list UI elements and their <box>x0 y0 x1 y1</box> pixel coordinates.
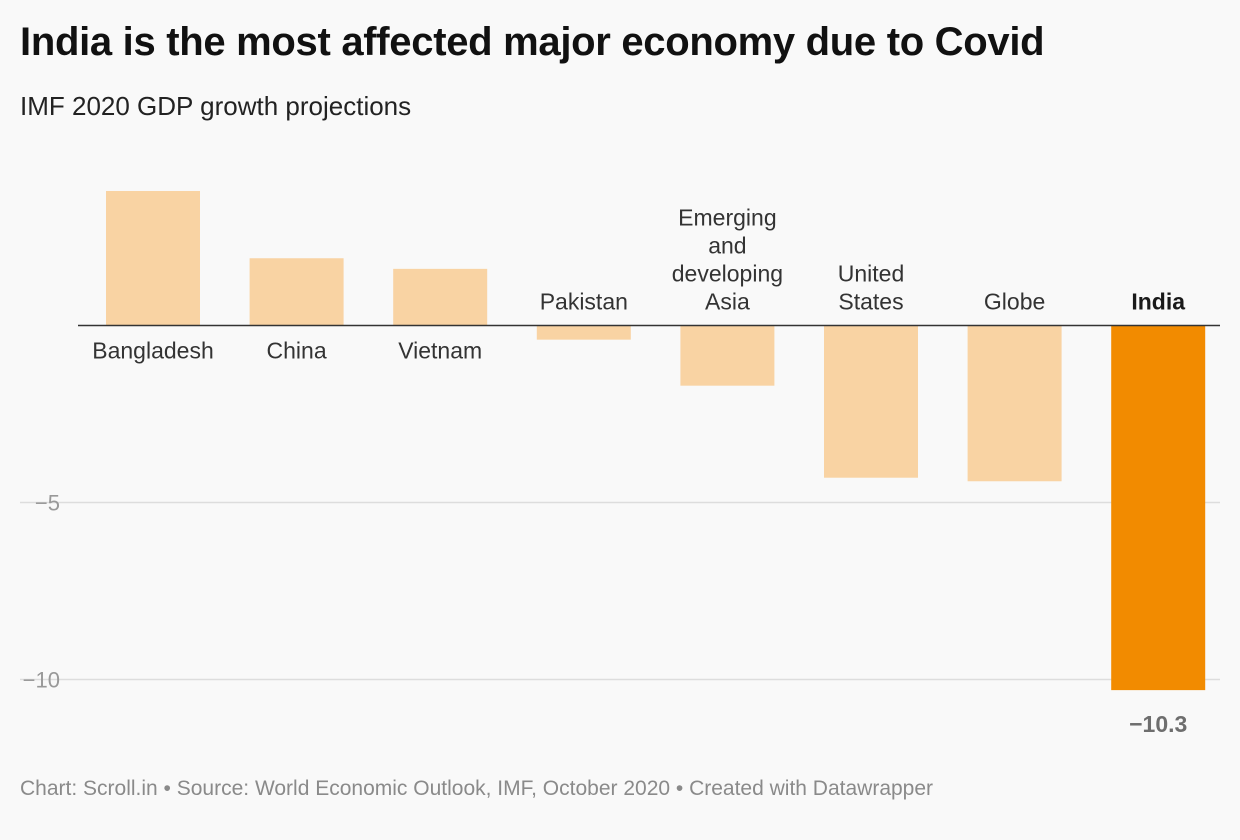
y-tick-label: −10 <box>23 668 60 693</box>
category-label-line: China <box>267 338 327 364</box>
bar <box>106 190 200 326</box>
category-label-line: Bangladesh <box>92 338 214 364</box>
category-label: Bangladesh <box>92 338 214 364</box>
bar <box>536 325 631 340</box>
category-label: Pakistan <box>540 289 628 315</box>
category-label: China <box>267 338 327 364</box>
chart-subtitle: IMF 2020 GDP growth projections <box>20 91 412 121</box>
category-label-line: Asia <box>705 289 750 315</box>
bar <box>1111 325 1206 691</box>
chart-title: India is the most affected major economy… <box>20 20 1045 64</box>
bar <box>249 258 344 326</box>
category-label-line: Pakistan <box>540 289 628 315</box>
category-label-line: Globe <box>984 289 1045 315</box>
category-label-line: United <box>838 261 904 287</box>
category-label: India <box>1131 289 1185 315</box>
bar-chart: −5 −10 Bangladesh China Vietnam Pakistan Emerg… <box>20 190 1220 737</box>
y-tick-label: −5 <box>35 491 60 516</box>
category-label: Emerging and developing Asia <box>672 205 783 315</box>
category-label: Globe <box>984 289 1045 315</box>
bar <box>393 268 488 326</box>
bar <box>824 325 918 478</box>
bar <box>967 325 1062 482</box>
bar <box>680 325 775 386</box>
category-label: United States <box>838 261 904 315</box>
category-label-line: India <box>1131 289 1185 315</box>
category-label-line: and <box>708 233 746 259</box>
category-label-line: Emerging <box>678 205 776 231</box>
data-label: −10.3 <box>1129 711 1187 737</box>
chart-footer: Chart: Scroll.in • Source: World Economi… <box>20 777 934 800</box>
category-label-line: developing <box>672 261 783 287</box>
category-label: Vietnam <box>398 338 482 364</box>
category-label-line: Vietnam <box>398 338 482 364</box>
category-label-line: States <box>838 289 903 315</box>
